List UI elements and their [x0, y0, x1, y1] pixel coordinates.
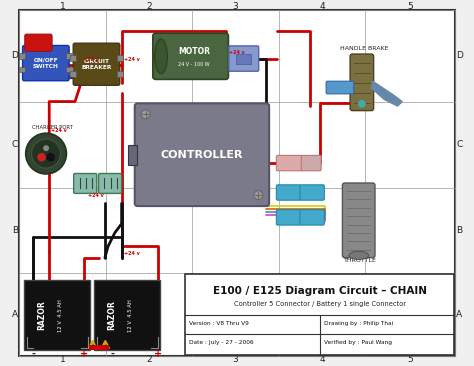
Circle shape: [44, 146, 48, 150]
Text: 5: 5: [408, 1, 413, 11]
Bar: [70, 55, 76, 61]
FancyBboxPatch shape: [350, 54, 374, 111]
Polygon shape: [89, 340, 97, 348]
Text: 5: 5: [408, 355, 413, 365]
Text: HANDLE BRAKE: HANDLE BRAKE: [340, 46, 389, 51]
Text: B: B: [456, 226, 462, 235]
Text: D: D: [11, 51, 18, 60]
Text: A: A: [456, 310, 462, 319]
FancyBboxPatch shape: [99, 173, 122, 193]
Text: 3: 3: [232, 1, 238, 11]
Text: CONTROLLER: CONTROLLER: [161, 150, 243, 160]
Polygon shape: [101, 340, 109, 348]
FancyBboxPatch shape: [342, 183, 375, 258]
FancyBboxPatch shape: [23, 45, 69, 81]
Text: C: C: [456, 140, 462, 149]
FancyBboxPatch shape: [25, 34, 52, 51]
Text: +24 v: +24 v: [229, 50, 245, 55]
Text: -: -: [31, 349, 36, 359]
FancyBboxPatch shape: [135, 103, 269, 206]
Text: A: A: [12, 310, 18, 319]
Text: MOTOR: MOTOR: [178, 47, 210, 56]
Text: Date : July - 27 - 2006: Date : July - 27 - 2006: [190, 340, 254, 345]
Text: Drawing by : Philip Thai: Drawing by : Philip Thai: [324, 321, 393, 326]
Text: +24 v: +24 v: [124, 251, 140, 255]
Bar: [70, 71, 76, 76]
FancyBboxPatch shape: [276, 156, 302, 171]
Text: +24 v: +24 v: [88, 193, 103, 198]
Circle shape: [47, 154, 54, 161]
Text: 2: 2: [146, 1, 152, 11]
Bar: [24, 280, 90, 350]
Ellipse shape: [155, 39, 167, 74]
Text: +24 v: +24 v: [51, 128, 66, 134]
Bar: [19, 53, 25, 59]
Text: THROTTLE: THROTTLE: [344, 258, 376, 263]
Bar: [66, 53, 73, 59]
Bar: [19, 67, 25, 72]
Text: -: -: [110, 349, 115, 359]
Text: 4: 4: [319, 355, 325, 365]
Bar: [117, 71, 123, 76]
Text: 1: 1: [59, 1, 65, 11]
Circle shape: [26, 133, 66, 174]
Text: Controller 5 Connector / Battery 1 single Connector: Controller 5 Connector / Battery 1 singl…: [234, 301, 406, 307]
Circle shape: [32, 139, 61, 168]
Text: !: !: [104, 344, 106, 349]
Text: ON/OFF
SWITCH: ON/OFF SWITCH: [33, 58, 59, 68]
FancyBboxPatch shape: [73, 173, 97, 193]
FancyBboxPatch shape: [300, 210, 324, 225]
Text: +: +: [154, 349, 162, 359]
Bar: [94, 280, 160, 350]
FancyBboxPatch shape: [276, 185, 301, 200]
Text: D: D: [456, 51, 463, 60]
FancyBboxPatch shape: [300, 185, 324, 200]
Text: C: C: [12, 140, 18, 149]
FancyBboxPatch shape: [153, 33, 228, 79]
Bar: [128, 145, 137, 165]
Text: 3: 3: [232, 355, 238, 365]
FancyBboxPatch shape: [276, 210, 301, 225]
Text: 12 V  4.5 AH: 12 V 4.5 AH: [128, 299, 133, 332]
FancyBboxPatch shape: [73, 43, 120, 85]
Text: 2: 2: [146, 355, 152, 365]
Text: RAZOR: RAZOR: [107, 300, 116, 330]
Text: Version : V8 Thru V9: Version : V8 Thru V9: [190, 321, 249, 326]
Circle shape: [254, 191, 263, 200]
Polygon shape: [371, 81, 402, 106]
Bar: [66, 67, 73, 72]
Text: RAZOR: RAZOR: [37, 300, 46, 330]
Text: 1: 1: [59, 355, 65, 365]
Bar: [89, 345, 109, 350]
Text: +: +: [80, 349, 88, 359]
Text: 4: 4: [319, 1, 325, 11]
Text: Verified by : Paul Wang: Verified by : Paul Wang: [324, 340, 392, 345]
Text: CIRCUIT
BREAKER: CIRCUIT BREAKER: [82, 59, 112, 70]
Text: E100 / E125 Diagram Circuit – CHAIN: E100 / E125 Diagram Circuit – CHAIN: [212, 286, 427, 296]
Text: 12 V  4.5 AH: 12 V 4.5 AH: [58, 299, 63, 332]
FancyBboxPatch shape: [326, 81, 354, 94]
FancyBboxPatch shape: [229, 46, 259, 71]
Circle shape: [359, 101, 365, 107]
Bar: [185, 274, 454, 355]
Text: 24 V - 100 W: 24 V - 100 W: [178, 61, 210, 67]
FancyBboxPatch shape: [301, 156, 321, 171]
Text: B: B: [12, 226, 18, 235]
Circle shape: [38, 154, 45, 161]
Text: CHARGER PORT: CHARGER PORT: [32, 125, 73, 130]
Bar: [236, 53, 252, 64]
Text: +24 v: +24 v: [83, 57, 99, 63]
Bar: [117, 55, 123, 61]
Text: +24 v: +24 v: [124, 57, 140, 63]
Circle shape: [141, 110, 150, 119]
Text: !: !: [91, 344, 94, 349]
Ellipse shape: [349, 251, 368, 259]
